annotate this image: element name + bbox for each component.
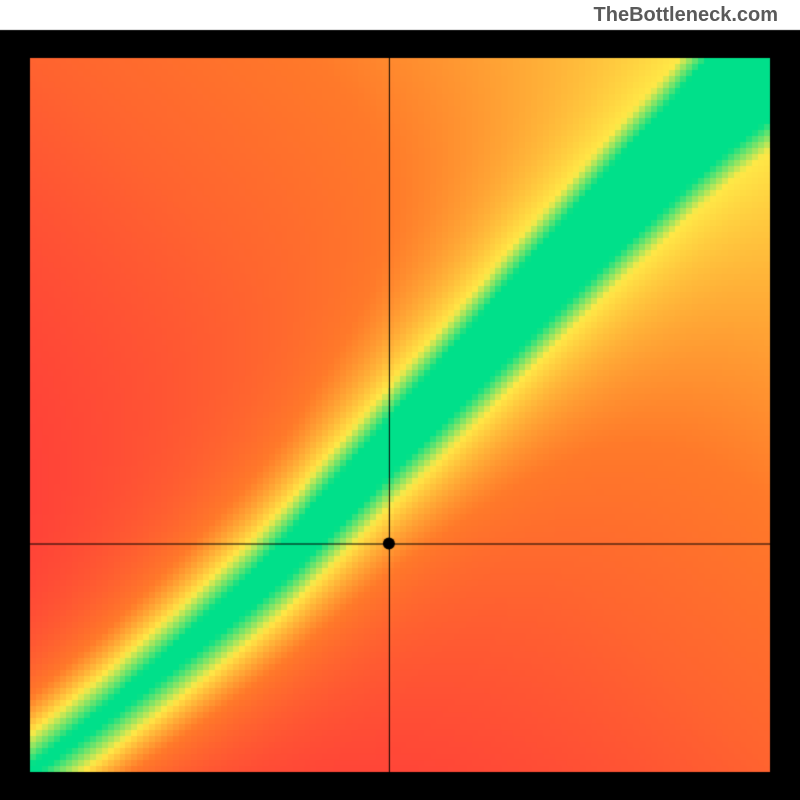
chart-container: TheBottleneck.com (0, 0, 800, 800)
watermark-text: TheBottleneck.com (594, 4, 778, 27)
heatmap-canvas (0, 0, 800, 800)
